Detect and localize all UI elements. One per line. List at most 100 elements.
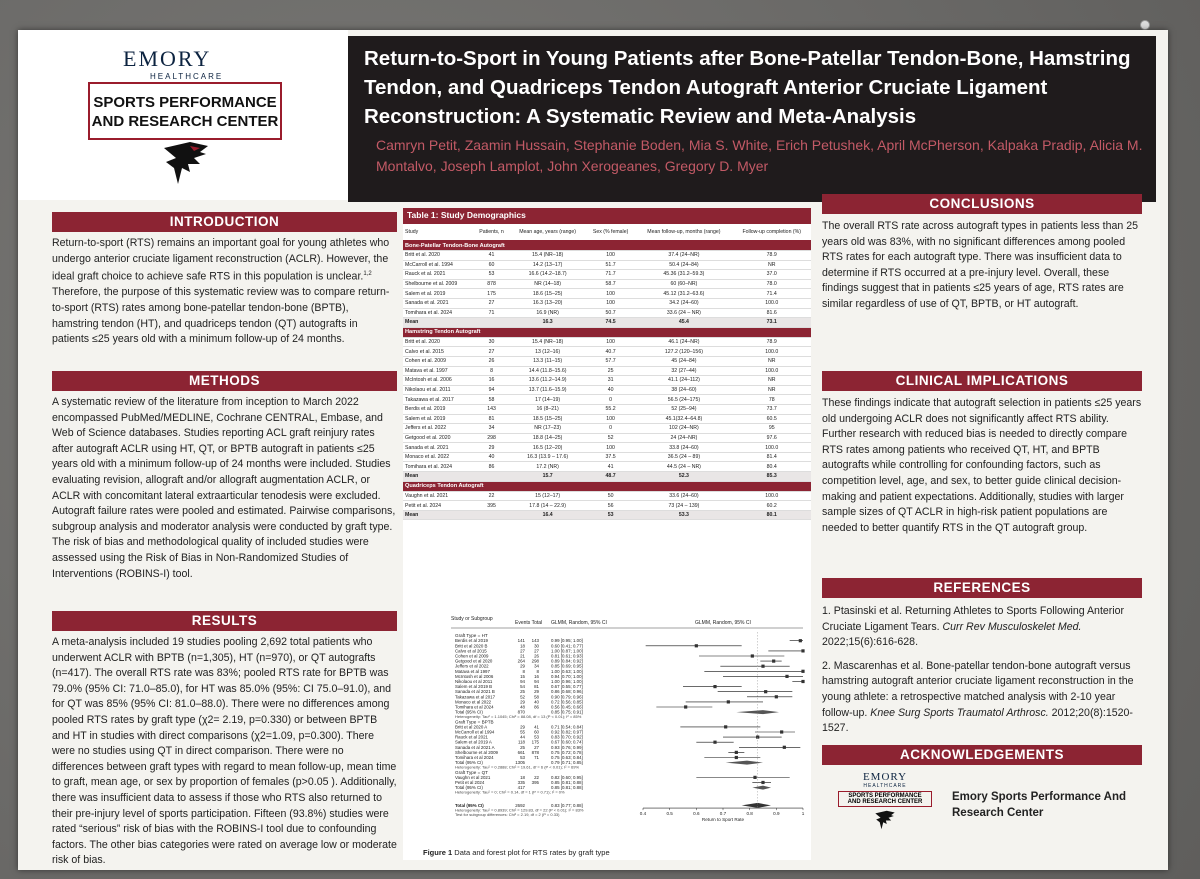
table-cell: 22 xyxy=(473,491,510,502)
forest-estimate: 0.67 [0.55; 0.77] xyxy=(551,684,583,689)
table-cell: 17.2 (NR) xyxy=(509,461,586,473)
forest-total: 41 xyxy=(534,724,539,729)
figure-caption-label: Figure 1 xyxy=(423,848,453,857)
forest-total: 86 xyxy=(534,705,539,710)
falcon-icon xyxy=(164,142,208,184)
forest-events: 25 xyxy=(520,689,525,694)
forest-total: 71 xyxy=(534,755,539,760)
table-cell: 100.0 xyxy=(732,346,811,357)
table-body: Study Patients, n Mean age, years (range) S… xyxy=(403,224,811,521)
table-row: Matava et al. 1997 8 14.4 (11.8–15.6) 25 32 … xyxy=(403,366,811,377)
table-cell: Mean xyxy=(403,471,474,482)
forest-study-point xyxy=(798,639,802,643)
table-cell: 29 xyxy=(473,442,510,453)
forest-study-label: Takazawa et al 2017 xyxy=(455,694,496,699)
forest-events: 54 xyxy=(520,684,525,689)
table-row: Calvo et al. 2015 27 13 (12–16) 40.7 127.2 (… xyxy=(403,346,811,357)
forest-events: 29 xyxy=(520,664,525,669)
table-cell: 52.3 xyxy=(635,471,733,482)
forest-overall-diamond xyxy=(741,802,771,808)
forest-tick-label: 0.8 xyxy=(746,811,753,816)
forest-estimate: 0.93 [0.76; 0.99] xyxy=(551,745,583,750)
forest-study-label: Total (95% CI) xyxy=(455,785,483,790)
reference-2-journal: Knee Surg Sports Traumatol Arthrosc. xyxy=(870,706,1049,719)
table-group-label: Quadriceps Tendon Autograft xyxy=(403,481,811,492)
forest-events: 1305 xyxy=(515,760,525,765)
table-group-row: Quadriceps Tendon Autograft xyxy=(403,481,811,492)
forest-events: 48 xyxy=(520,705,525,710)
forest-estimate: 0.85 [0.81; 0.88] xyxy=(551,780,583,785)
forest-study-label: Cohen et al 2009 xyxy=(455,654,489,659)
forest-estimate: 0.79 [0.71; 0.85] xyxy=(551,760,583,765)
introduction-text-b: Therefore, the purpose of this systemati… xyxy=(52,286,390,346)
table-cell: 73 (24 – 139) xyxy=(635,500,733,511)
table-cell: 40 xyxy=(473,452,510,463)
table-cell: 80.4 xyxy=(732,461,811,473)
forest-heterogeneity: Heterogeneity: Tau² = 0; Chi² = 0.14, df… xyxy=(455,790,565,795)
table-cell xyxy=(473,471,510,482)
forest-estimate: 0.82 [0.60; 0.95] xyxy=(551,775,583,780)
table-row: Vaughn et al. 2021 22 15 (12–17) 50 33.6 (24… xyxy=(403,491,811,502)
table-cell: 33.6 (24 – NR) xyxy=(635,308,733,319)
forest-study-label: Britt et al 2020 A xyxy=(455,724,487,729)
table-cell: 100 xyxy=(585,337,636,348)
forest-events: 53 xyxy=(520,755,525,760)
table-cell: 25 xyxy=(585,366,636,377)
forest-total: 34 xyxy=(534,664,539,669)
table-row: Mean 16.3 74.5 45.4 73.1 xyxy=(403,317,811,328)
methods-text: A systematic review of the literature fr… xyxy=(52,396,396,580)
forest-total: 27 xyxy=(534,745,539,750)
table-title: Table 1: Study Demographics xyxy=(403,208,811,224)
table-cell: Britt et al. 2020 xyxy=(403,337,474,348)
conclusions-text: The overall RTS rate across autograft ty… xyxy=(822,220,1139,310)
right-column: CONCLUSIONS The overall RTS rate across … xyxy=(822,194,1142,845)
forest-study-label: Total (95% CI) xyxy=(455,710,483,715)
table-cell: 53.3 xyxy=(635,510,733,521)
forest-study-point xyxy=(753,775,757,779)
table-cell: NR xyxy=(732,260,811,271)
forest-study-point xyxy=(772,659,776,663)
table-group-row: Bone-Patellar Tendon-Bone Autograft xyxy=(403,240,811,251)
table-cell: Cohen et al. 2009 xyxy=(403,356,474,367)
table-cell: 14.2 (13–17) xyxy=(509,260,586,271)
forest-events: 264 xyxy=(518,659,526,664)
table-cell: 53 xyxy=(585,510,636,521)
table-header-cell: Sex (% female) xyxy=(585,224,636,241)
reference-1-journal: Curr Rev Musculoskelet Med. xyxy=(942,620,1082,633)
forest-study-point xyxy=(684,705,688,709)
reference-1-text: 1. Ptasinski et al. Returning Athletes t… xyxy=(822,605,1125,633)
forest-study-point xyxy=(801,649,805,653)
forest-estimate: 0.67 [0.60; 0.74] xyxy=(551,740,583,745)
forest-study-label: Petit et al 2024 xyxy=(455,780,485,785)
forest-study-point xyxy=(780,730,784,734)
table-cell: Sanada et al. 2021 xyxy=(403,298,474,309)
forest-events: 29 xyxy=(520,724,525,729)
table-cell: McIntosh et al. 2006 xyxy=(403,375,474,386)
forest-events: 870 xyxy=(518,710,526,715)
table-cell: 58 xyxy=(473,394,510,405)
table-cell: 73.7 xyxy=(732,404,811,415)
results-heading: RESULTS xyxy=(52,611,397,631)
table-cell xyxy=(473,510,510,521)
forest-study-label: McIntosh et al 2006 xyxy=(455,674,494,679)
table-cell: 16.3 (13.9 – 17.6) xyxy=(509,452,586,463)
table-cell: NR xyxy=(732,385,811,396)
table-cell: 100.0 xyxy=(732,298,811,309)
table-cell: 100.0 xyxy=(732,366,811,377)
forest-total: 395 xyxy=(532,780,540,785)
table-cell: 55.2 xyxy=(585,404,636,415)
table-cell: Nikolaou et al. 2011 xyxy=(403,385,474,396)
table-cell: 24 (24–NR) xyxy=(635,433,733,444)
table-cell: 71.7 xyxy=(585,269,636,280)
table-cell: 100 xyxy=(585,298,636,309)
table-cell: 100.0 xyxy=(732,442,811,453)
table-row: Mean 16.4 53 53.3 80.1 xyxy=(403,510,811,521)
table-cell: 38 (24–60) xyxy=(635,385,733,396)
reference-2-citation: 2012;20(8):1520-1527. xyxy=(822,706,1133,735)
forest-study-point xyxy=(764,690,768,694)
forest-estimate: 0.71 [0.54; 0.84] xyxy=(551,724,583,729)
forest-study-label: Sanada et al 2021 B xyxy=(455,689,495,694)
forest-study-point xyxy=(761,664,765,668)
forest-study-label: Getgood et al 2020 xyxy=(455,659,493,664)
forest-total: 143 xyxy=(532,638,540,643)
